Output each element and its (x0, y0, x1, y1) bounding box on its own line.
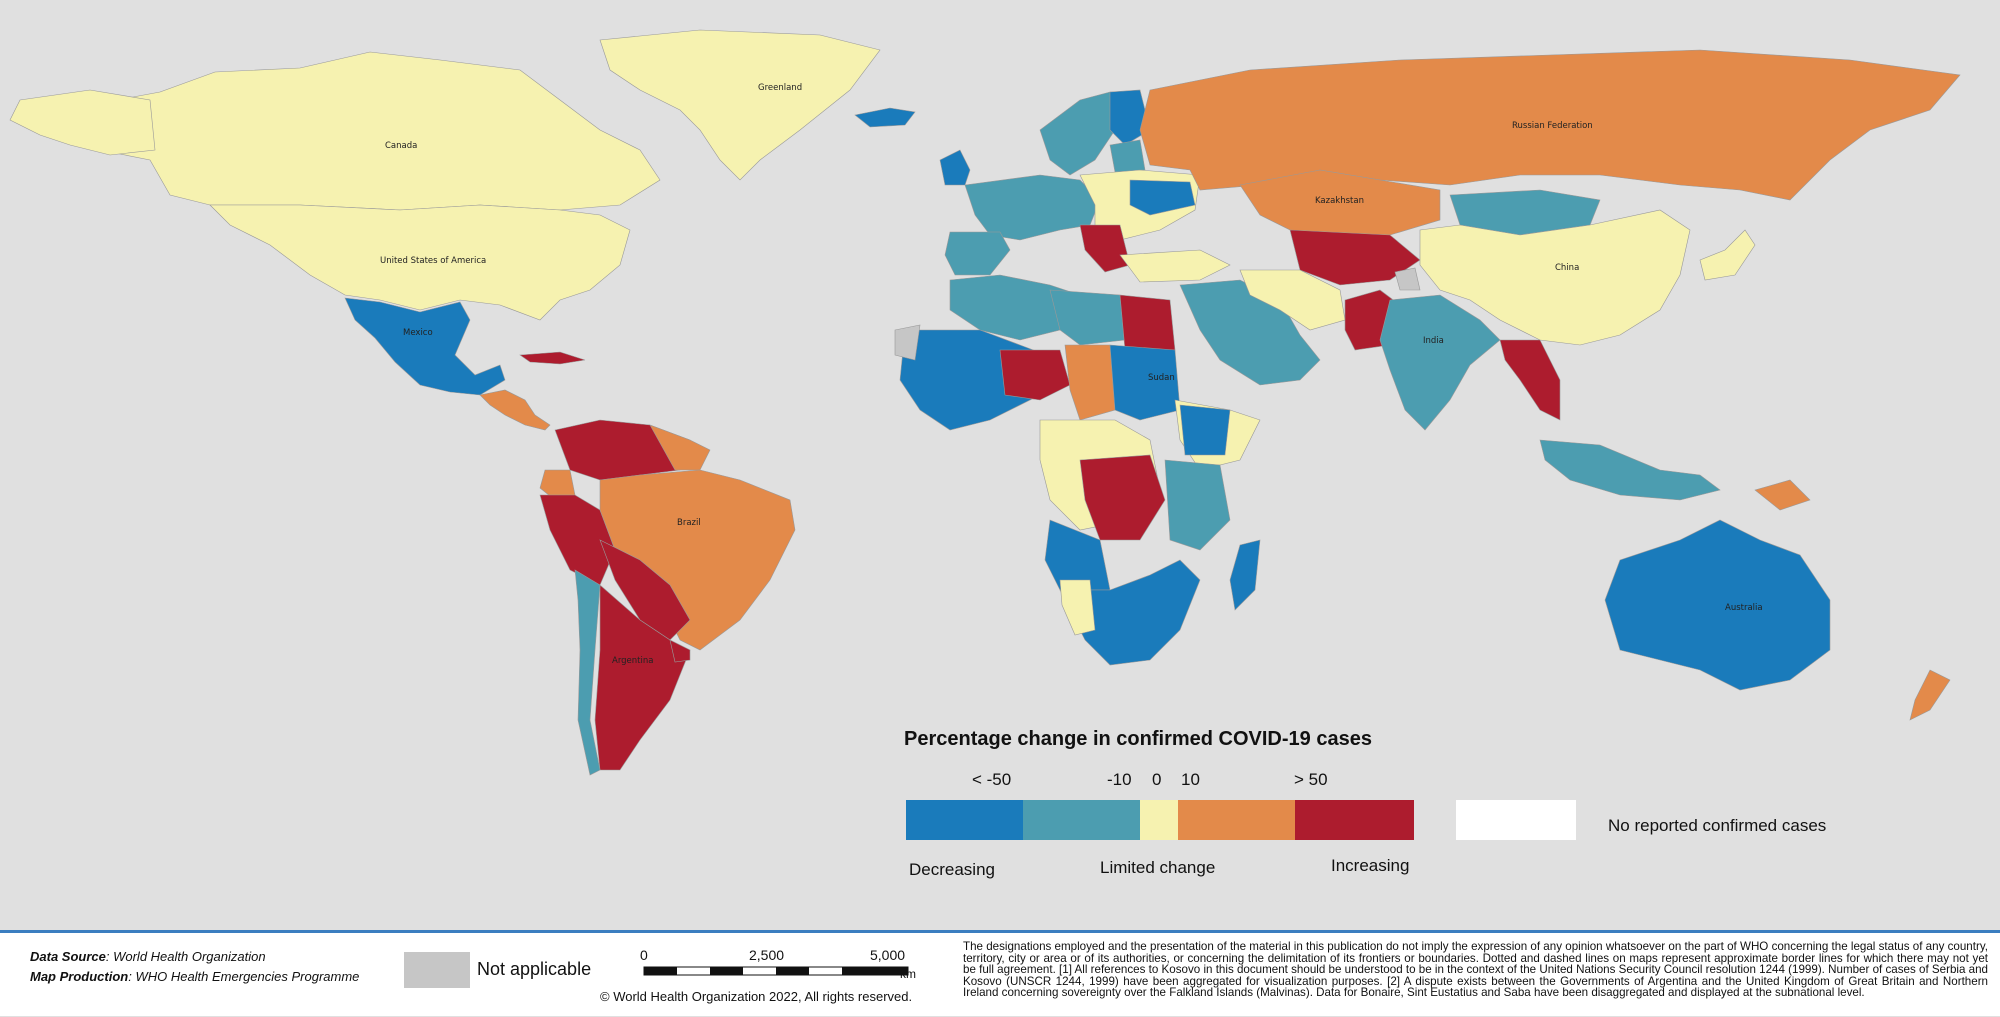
legend-tick-min: < -50 (972, 770, 1012, 789)
country-cuba (519, 351, 586, 365)
region-not-applicable-2 (1394, 267, 1421, 291)
region-not-applicable (894, 324, 921, 361)
legend-no-reported-label: No reported confirmed cases (1608, 816, 1827, 835)
country-png (1754, 479, 1811, 511)
country-baltics (1109, 139, 1146, 173)
country-turkiye (1119, 249, 1231, 283)
country-balkans (1079, 224, 1131, 273)
country-egypt (1119, 294, 1176, 351)
map-production-value: : WHO Health Emergencies Programme (128, 969, 360, 984)
label-greenland: Greenland (758, 83, 802, 93)
country-mexico (344, 297, 506, 396)
country-new-zealand (1909, 669, 1951, 721)
world-map: Greenland Canada United States of Americ… (9, 29, 1961, 776)
legend: Percentage change in confirmed COVID-19 … (900, 728, 2000, 888)
country-usa (209, 204, 631, 321)
country-indonesia (1539, 439, 1721, 501)
label-usa: United States of America (380, 256, 486, 266)
country-guianas (649, 424, 711, 471)
country-sudan (1109, 344, 1181, 421)
country-iceland (854, 107, 916, 128)
legend-swatch-limited (1140, 800, 1178, 840)
scale-label-5000: 5,000 (870, 947, 906, 963)
scale-bar-graphic (643, 966, 909, 976)
country-india (1379, 294, 1501, 431)
country-ethiopia (1179, 404, 1231, 456)
country-drc (1079, 454, 1166, 541)
country-chad (1064, 344, 1116, 421)
country-madagascar (1229, 539, 1261, 611)
country-chile (574, 569, 601, 776)
not-applicable-swatch (404, 952, 470, 988)
country-peru (539, 494, 616, 586)
country-uruguay (669, 639, 691, 663)
country-alaska (9, 89, 156, 156)
label-kazakhstan: Kazakhstan (1315, 196, 1364, 206)
label-canada: Canada (385, 141, 417, 151)
legend-swatch-decreasing (1023, 800, 1140, 840)
map-canvas: Greenland Canada United States of Americ… (9, 29, 1961, 776)
country-iberia (944, 231, 1011, 276)
country-central-america (479, 389, 551, 431)
country-kazakhstan (1239, 169, 1441, 241)
legend-class-increasing: Increasing (1331, 856, 1410, 875)
country-korea-japan (1699, 229, 1756, 281)
map-production-key: Map Production (30, 969, 129, 984)
legend-tick-max: > 50 (1294, 770, 1328, 789)
label-australia: Australia (1725, 603, 1763, 613)
country-bolivia-paraguay (599, 539, 691, 641)
data-source-value: : World Health Organization (105, 949, 266, 964)
footer: Data Source: World Health Organization M… (0, 930, 2000, 1016)
country-east-africa (1164, 459, 1231, 551)
legend-swatch-no-reported (1456, 800, 1576, 840)
country-australia (1604, 519, 1831, 691)
country-ukraine (1129, 179, 1196, 216)
country-russia (1139, 49, 1961, 201)
legend-tick-minus10: -10 (1107, 770, 1132, 789)
scale-bar: 0 2,500 5,000 km (600, 947, 960, 1017)
country-western-europe (964, 174, 1101, 241)
scale-unit: km (900, 967, 916, 981)
data-source-block: Data Source: World Health Organization M… (30, 947, 359, 987)
country-argentina (594, 584, 691, 771)
legend-tick-0: 0 (1152, 770, 1162, 789)
country-southeast-asia (1499, 339, 1561, 421)
scale-label-0: 0 (640, 947, 648, 963)
legend-class-limited: Limited change (1100, 858, 1216, 877)
country-finland (1109, 89, 1151, 146)
disclaimer: The designations employed and the presen… (963, 940, 1988, 999)
country-greenland (599, 29, 881, 181)
label-russia: Russian Federation (1512, 121, 1593, 131)
legend-tick-10: 10 (1181, 770, 1200, 789)
label-argentina: Argentina (612, 656, 653, 666)
legend-class-decreasing: Decreasing (909, 860, 995, 879)
label-sudan: Sudan (1148, 373, 1175, 383)
country-iran (1239, 269, 1346, 331)
legend-swatch-increasing-strong (1295, 800, 1414, 840)
country-china (1419, 209, 1691, 346)
country-uk-ireland (939, 149, 971, 186)
country-niger (999, 349, 1071, 401)
label-mexico: Mexico (403, 328, 433, 338)
label-brazil: Brazil (677, 518, 701, 528)
legend-swatch-increasing (1178, 800, 1295, 840)
legend-swatch-decreasing-strong (906, 800, 1023, 840)
copyright: © World Health Organization 2022, All ri… (600, 989, 913, 1004)
country-libya (1049, 289, 1126, 346)
country-namibia (1059, 579, 1096, 636)
data-source-key: Data Source (30, 949, 106, 964)
scale-label-2500: 2,500 (749, 947, 785, 963)
not-applicable-label: Not applicable (477, 959, 592, 979)
label-china: China (1555, 263, 1579, 273)
label-india: India (1423, 336, 1444, 346)
legend-title: Percentage change in confirmed COVID-19 … (904, 728, 1372, 750)
